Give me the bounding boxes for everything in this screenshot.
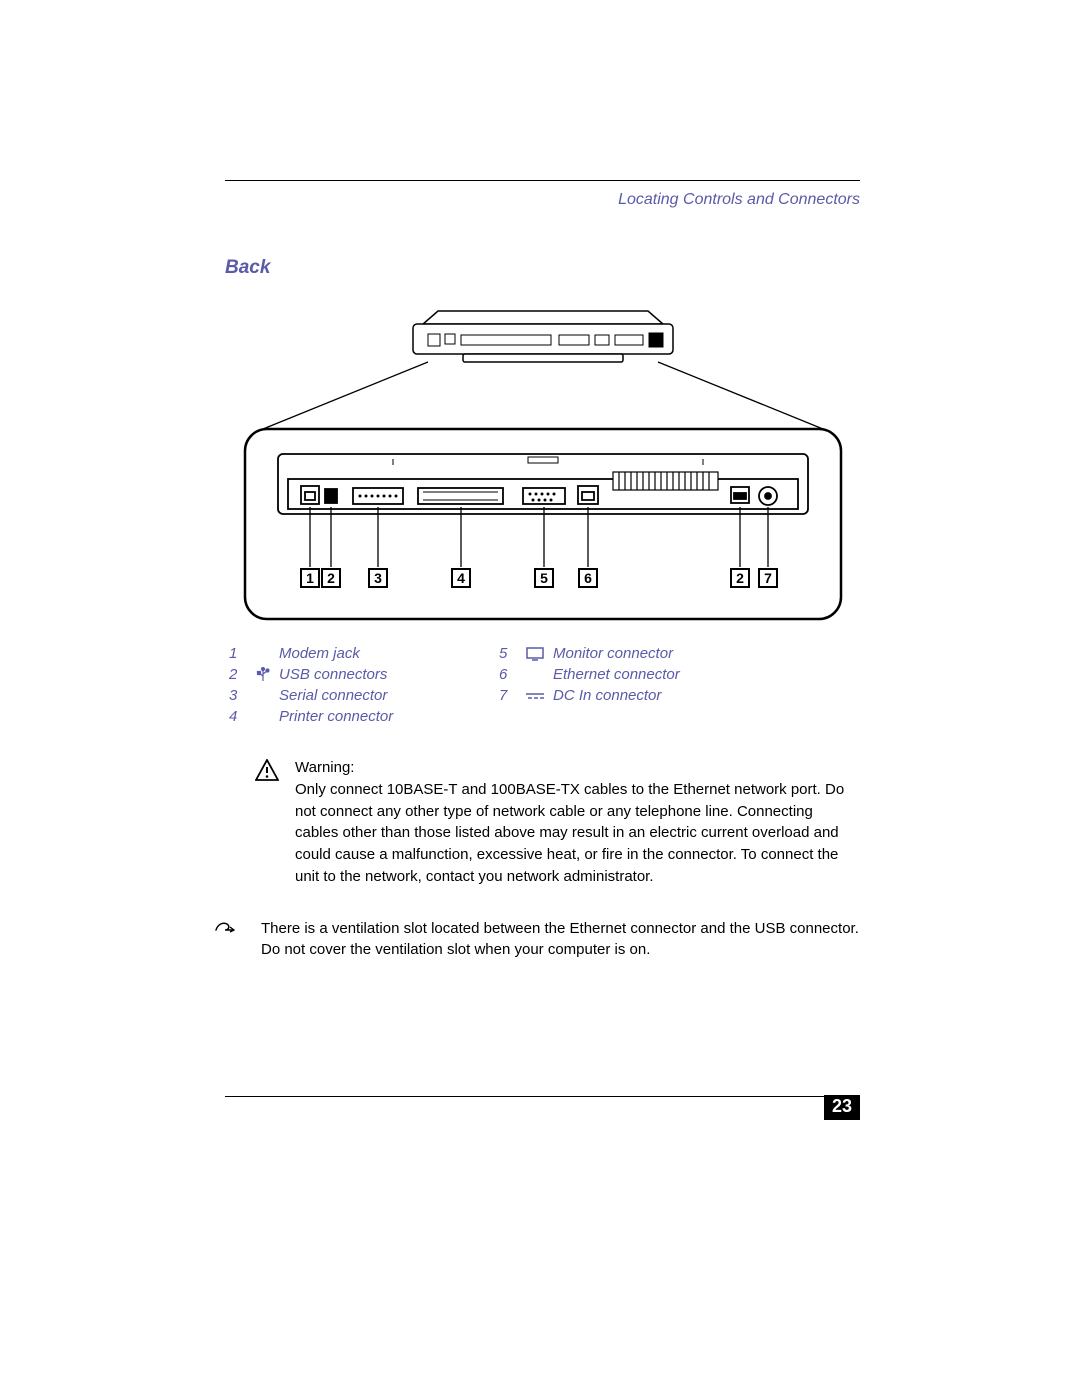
legend-label: Modem jack [275,643,495,664]
legend-row: 2 USB connectors 6 Ethernet connector [225,664,860,685]
page-number: 23 [824,1095,860,1120]
usb-icon [251,664,275,685]
legend-label: Serial connector [275,685,495,706]
svg-text:6: 6 [584,570,592,586]
svg-text:4: 4 [457,570,465,586]
legend-label: Printer connector [275,706,495,727]
legend-icon-empty [251,643,275,664]
legend-label: USB connectors [275,664,495,685]
legend-num: 5 [495,643,521,664]
back-panel-diagram: 1 2 3 4 5 6 2 7 [225,289,860,629]
callout-4: 4 [452,569,470,587]
note-body: There is a ventilation slot located betw… [261,920,859,959]
note-icon [237,918,261,940]
dc-in-icon [521,685,549,706]
svg-text:5: 5 [540,570,548,586]
legend-row: 1 Modem jack 5 Monitor connector [225,643,860,664]
warning-title: Warning: [295,757,860,779]
note-box: There is a ventilation slot located betw… [237,918,860,962]
callout-6: 6 [579,569,597,587]
section-title: Back [225,257,860,279]
callout-3: 3 [369,569,387,587]
warning-text: Warning: Only connect 10BASE-T and 100BA… [295,757,860,888]
legend-label: Monitor connector [549,643,860,664]
warning-box: Warning: Only connect 10BASE-T and 100BA… [225,753,860,888]
svg-text:2: 2 [736,570,744,586]
page-footer: 23 [225,1096,860,1097]
legend-label: DC In connector [549,685,860,706]
warning-icon [255,757,279,888]
callout-7: 7 [759,569,777,587]
callout-2: 2 [322,569,340,587]
legend-num: 7 [495,685,521,706]
callout-2b: 2 [731,569,749,587]
legend-icon-empty [521,664,549,685]
legend-icon-empty [251,685,275,706]
callout-1: 1 [301,569,319,587]
svg-text:7: 7 [764,570,772,586]
legend-num: 4 [225,706,251,727]
legend-num: 6 [495,664,521,685]
legend-label: Ethernet connector [549,664,860,685]
svg-text:1: 1 [306,570,314,586]
legend-icon-empty [251,706,275,727]
connector-legend: 1 Modem jack 5 Monitor connector 2 USB c… [225,643,860,727]
callout-5: 5 [535,569,553,587]
svg-text:2: 2 [327,570,335,586]
legend-num: 3 [225,685,251,706]
header-label: Locating Controls and Connectors [225,191,860,209]
warning-body: Only connect 10BASE-T and 100BASE-TX cab… [295,779,860,888]
legend-row: 4 Printer connector [225,706,860,727]
legend-row: 3 Serial connector 7 DC In connector [225,685,860,706]
monitor-icon [521,643,549,664]
legend-num: 2 [225,664,251,685]
top-rule [225,180,860,181]
bottom-rule [225,1096,860,1097]
legend-num: 1 [225,643,251,664]
document-page: Locating Controls and Connectors Back [0,0,1080,1397]
svg-text:3: 3 [374,570,382,586]
